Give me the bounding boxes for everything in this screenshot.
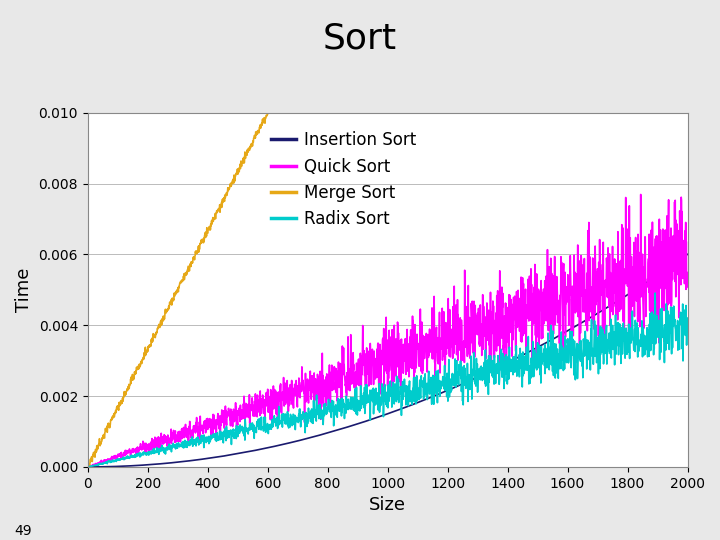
Text: Sort: Sort <box>323 22 397 56</box>
Quick Sort <box>636 191 645 198</box>
Radix Sort <box>683 315 692 321</box>
Merge Sort <box>97 439 106 446</box>
Insertion Sort <box>306 434 315 441</box>
Radix Sort <box>137 452 145 458</box>
Quick Sort <box>683 278 692 285</box>
Insertion Sort <box>444 387 453 394</box>
Insertion Sort <box>97 463 106 470</box>
Radix Sort <box>651 290 660 296</box>
Y-axis label: Time: Time <box>15 268 33 312</box>
Radix Sort <box>97 461 106 467</box>
Radix Sort <box>306 418 315 425</box>
Quick Sort <box>306 388 315 394</box>
Quick Sort <box>116 450 125 457</box>
Quick Sort <box>97 457 106 463</box>
Merge Sort <box>116 399 125 405</box>
Radix Sort <box>444 387 453 393</box>
Insertion Sort <box>137 462 145 469</box>
Line: Insertion Sort: Insertion Sort <box>88 254 688 467</box>
X-axis label: Size: Size <box>369 496 406 514</box>
Insertion Sort <box>683 251 692 258</box>
Text: 49: 49 <box>14 524 32 538</box>
Line: Radix Sort: Radix Sort <box>88 293 688 467</box>
Insertion Sort <box>116 463 125 470</box>
Quick Sort <box>444 295 453 302</box>
Insertion Sort <box>84 464 92 470</box>
Merge Sort <box>137 360 145 366</box>
Legend: Insertion Sort, Quick Sort, Merge Sort, Radix Sort: Insertion Sort, Quick Sort, Merge Sort, … <box>264 125 423 235</box>
Insertion Sort <box>577 320 585 326</box>
Radix Sort <box>84 464 92 470</box>
Quick Sort <box>577 255 585 261</box>
Radix Sort <box>116 456 125 462</box>
Radix Sort <box>577 348 585 354</box>
Merge Sort <box>84 464 92 470</box>
Line: Merge Sort: Merge Sort <box>88 112 269 467</box>
Line: Quick Sort: Quick Sort <box>88 194 688 467</box>
Quick Sort <box>84 464 92 470</box>
Quick Sort <box>137 444 145 450</box>
